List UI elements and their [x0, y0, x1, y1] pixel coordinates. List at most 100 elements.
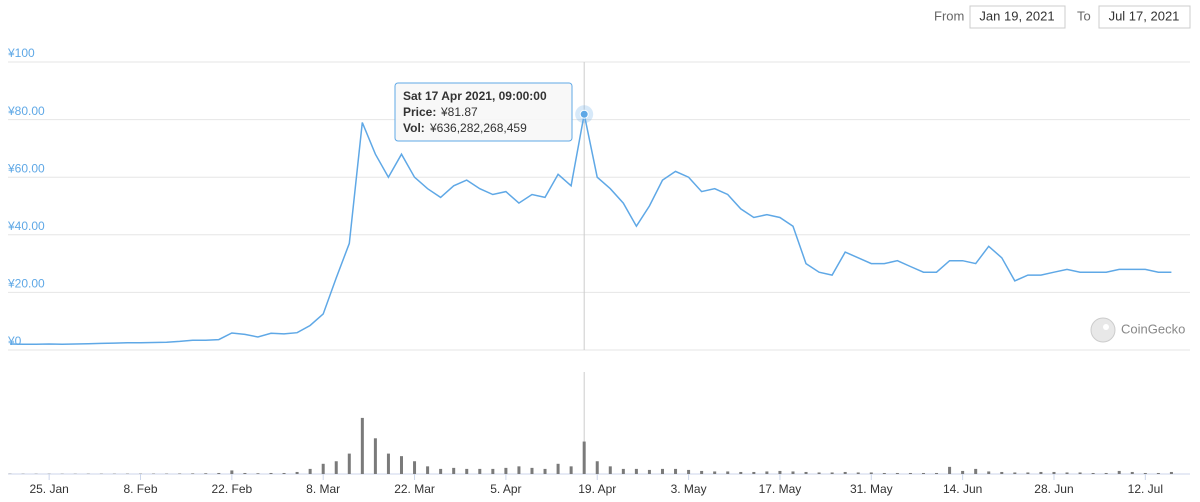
- volume-bar: [1026, 472, 1030, 474]
- volume-bar: [1104, 472, 1108, 474]
- volume-bar: [843, 471, 847, 474]
- volume-bar: [256, 473, 260, 474]
- y-tick-label: ¥40.00: [7, 219, 45, 233]
- y-tick-label: ¥80.00: [7, 104, 45, 118]
- volume-bar: [961, 470, 965, 474]
- watermark: CoinGecko: [1090, 317, 1185, 343]
- price-line: [9, 114, 1172, 345]
- volume-bar: [204, 473, 208, 474]
- volume-bar: [647, 469, 651, 474]
- volume-bar: [830, 472, 834, 474]
- volume-bar: [439, 468, 443, 474]
- volume-bar: [1143, 472, 1147, 474]
- tooltip-price: ¥81.87: [440, 105, 478, 119]
- volume-bar: [804, 471, 808, 474]
- volume-bar: [308, 468, 312, 474]
- watermark-text: CoinGecko: [1121, 321, 1185, 336]
- volume-bar: [504, 467, 508, 474]
- volume-bar: [1039, 471, 1043, 474]
- volume-bar: [908, 472, 912, 474]
- y-tick-label: ¥0: [7, 334, 22, 348]
- volume-bar: [452, 467, 456, 474]
- to-input[interactable]: [1098, 5, 1191, 29]
- volume-bar: [765, 471, 769, 474]
- volume-bar: [687, 469, 691, 474]
- volume-bar: [752, 471, 756, 474]
- volume-bar: [1169, 471, 1173, 474]
- volume-bar: [426, 466, 430, 474]
- logo: [1090, 317, 1116, 343]
- volume-bar: [1000, 471, 1004, 474]
- volume-bar: [282, 472, 286, 474]
- volume-bar: [595, 461, 599, 474]
- volume-bar: [373, 438, 377, 474]
- volume-bar: [230, 470, 234, 474]
- volume-bar: [543, 468, 547, 474]
- volume-bar: [713, 471, 717, 474]
- tooltip: Sat 17 Apr 2021, 09:00:00 Price: ¥81.87 Vol…: [394, 82, 573, 142]
- tooltip-date: Sat 17 Apr 2021, 09:00:00: [403, 89, 547, 103]
- volume-bar: [608, 466, 612, 474]
- to-date: Jul 17, 2021: [1109, 8, 1180, 23]
- volume-bar: [178, 473, 182, 474]
- volume-bar: [1130, 471, 1134, 474]
- volume-bar: [1013, 472, 1017, 474]
- volume-bar: [269, 472, 273, 474]
- volume-bar: [321, 463, 325, 474]
- x-tick-label: 8. Feb: [123, 482, 157, 496]
- volume-bar: [360, 417, 364, 474]
- volume-bar: [791, 471, 795, 474]
- x-tick-label: 5. Apr: [490, 482, 521, 496]
- volume-bar: [935, 472, 939, 474]
- from-date: Jan 19, 2021: [979, 8, 1054, 23]
- volume-bar: [1052, 471, 1056, 474]
- volume-bar: [869, 472, 873, 474]
- x-tick-label: 17. May: [759, 482, 802, 496]
- tooltip-vol: ¥636,282,268,459: [429, 121, 527, 135]
- from-input[interactable]: [969, 5, 1066, 29]
- volume-bar: [817, 472, 821, 474]
- volume-bar: [386, 453, 390, 474]
- volume-bar: [634, 468, 638, 474]
- x-tick-label: 22. Mar: [394, 482, 435, 496]
- y-tick-label: ¥60.00: [7, 161, 45, 175]
- volume-bar: [974, 468, 978, 474]
- volume-bar: [517, 466, 521, 474]
- logo-eye: [1103, 324, 1109, 330]
- x-tick-label: 19. Apr: [578, 482, 616, 496]
- tooltip-price-label: Price:: [403, 105, 436, 119]
- volume-bar: [556, 463, 560, 474]
- volume-bar: [243, 472, 247, 474]
- to-label: To: [1077, 8, 1091, 23]
- x-tick-label: 31. May: [850, 482, 893, 496]
- volume-bar: [856, 472, 860, 474]
- volume-bar: [399, 456, 403, 474]
- volume-bar: [660, 468, 664, 474]
- x-tick-label: 22. Feb: [211, 482, 252, 496]
- tooltip-box: [394, 82, 573, 142]
- volume-bar: [530, 467, 534, 474]
- hover-point: [579, 109, 589, 119]
- volume-bar: [778, 470, 782, 474]
- volume-bar: [726, 471, 730, 474]
- volume-bar: [1156, 472, 1160, 474]
- volume-bar: [491, 468, 495, 474]
- y-tick-label: ¥20.00: [7, 277, 45, 291]
- volume-bar: [582, 441, 586, 474]
- volume-bar: [621, 468, 625, 474]
- volume-bar: [347, 453, 351, 474]
- volume-bar: [674, 468, 678, 474]
- x-tick-label: 8. Mar: [306, 482, 340, 496]
- x-tick-label: 25. Jan: [29, 482, 68, 496]
- volume-bar: [569, 466, 573, 474]
- volume-bar: [217, 472, 221, 474]
- volume-bar: [465, 468, 469, 474]
- volume-bar: [478, 468, 482, 474]
- from-label: From: [934, 8, 964, 23]
- x-tick-label: 12. Jul: [1128, 482, 1163, 496]
- tooltip-vol-label: Vol:: [403, 121, 425, 135]
- volume-bar: [1117, 470, 1121, 474]
- volume-bar: [739, 471, 743, 474]
